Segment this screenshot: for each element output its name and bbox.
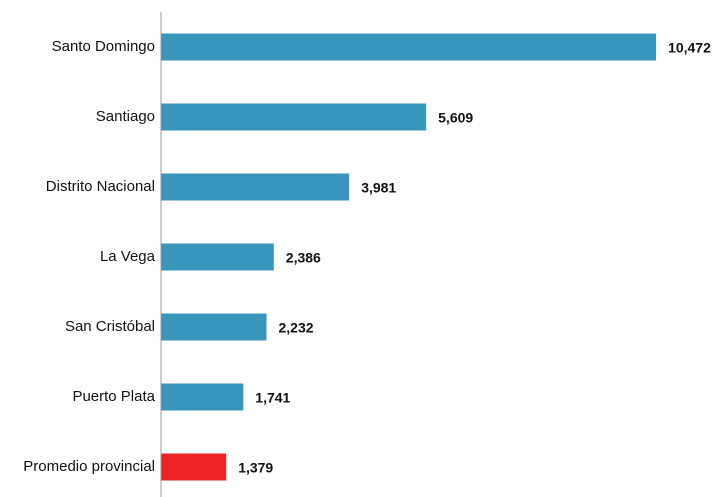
bar	[161, 33, 657, 61]
category-label: La Vega	[100, 248, 156, 265]
category-label: Santiago	[96, 108, 155, 125]
category-label: Distrito Nacional	[46, 178, 155, 195]
value-label: 5,609	[438, 110, 473, 126]
value-label: 2,232	[279, 320, 314, 336]
value-label: 10,472	[668, 40, 711, 56]
value-label: 3,981	[361, 180, 396, 196]
bar	[161, 383, 244, 411]
category-label: Puerto Plata	[72, 388, 155, 405]
bar	[161, 173, 350, 201]
category-label: San Cristóbal	[65, 318, 155, 335]
value-label: 2,386	[286, 250, 321, 266]
bar	[161, 243, 274, 271]
category-label: Promedio provincial	[23, 458, 155, 475]
bar	[161, 453, 227, 481]
category-label: Santo Domingo	[52, 38, 155, 55]
bar	[161, 103, 427, 131]
value-label: 1,741	[255, 390, 290, 406]
value-label: 1,379	[238, 460, 273, 476]
bar	[161, 313, 267, 341]
